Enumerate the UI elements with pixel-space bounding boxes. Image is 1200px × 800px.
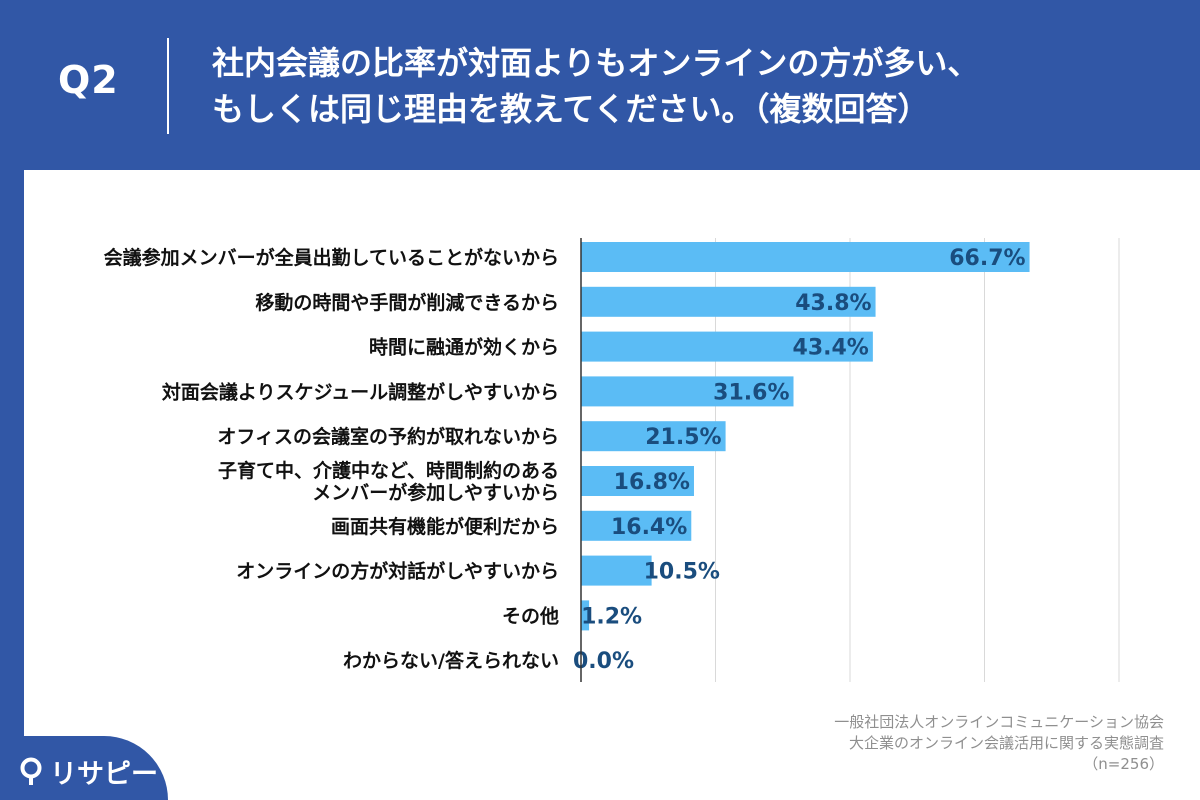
- category-label-8: その他: [502, 604, 559, 627]
- source-line-1: 一般社団法人オンラインコミュニケーション協会: [834, 713, 1164, 731]
- header-divider: [167, 38, 169, 134]
- category-label-2: 時間に融通が効くから: [369, 336, 559, 359]
- category-label-7: オンラインの方が対話がしやすいから: [236, 560, 559, 583]
- question-text: 社内会議の比率が対面よりもオンラインの方が多い、 もしくは同じ理由を教えてくださ…: [212, 44, 980, 128]
- value-label-3: 31.6%: [713, 380, 789, 405]
- source-note: 一般社団法人オンラインコミュニケーション協会 大企業のオンライン会議活用に関する…: [834, 712, 1164, 775]
- value-label-7: 10.5%: [644, 560, 720, 585]
- chart-panel: 会議参加メンバーが全員出勤していることがないから 66.7% 移動の時間や手間が削減…: [24, 170, 1200, 800]
- bar-3: [581, 376, 794, 407]
- value-label-6: 16.4%: [611, 515, 687, 540]
- value-label-9: 0.0%: [573, 649, 634, 674]
- bar-8: [581, 600, 590, 631]
- category-label-1: 移動の時間や手間が削減できるから: [255, 291, 559, 314]
- brand-name: リサピー: [50, 759, 158, 790]
- category-label-3: 対面会議よりスケジュール調整がしやすいから: [161, 380, 559, 403]
- category-label-5: 子育て中、介護中など、時間制約のあるメンバーが参加しやすいから: [218, 459, 559, 504]
- value-label-8: 1.2%: [581, 604, 642, 629]
- brand-logo: リサピー: [18, 752, 158, 791]
- header: Q2 社内会議の比率が対面よりもオンラインの方が多い、 もしくは同じ理由を教えて…: [0, 0, 1200, 170]
- bar-2: [581, 331, 873, 362]
- value-label-4: 21.5%: [645, 425, 721, 450]
- category-label-0: 会議参加メンバーが全員出勤していることがないから: [104, 246, 559, 269]
- brand-tab: [0, 736, 168, 800]
- bar-6: [581, 510, 692, 541]
- category-label-4: オフィスの会議室の予約が取れないから: [217, 425, 559, 448]
- bar-0: [581, 242, 1030, 272]
- bar-4: [581, 421, 726, 452]
- category-label-9: わからない/答えられない: [343, 649, 559, 672]
- value-label-1: 43.8%: [795, 291, 871, 316]
- value-label-0: 66.7%: [949, 246, 1025, 271]
- category-label-6: 画面共有機能が便利だから: [331, 515, 559, 538]
- bar-5: [581, 466, 694, 496]
- location-pin-icon: [20, 757, 42, 785]
- value-label-5: 16.8%: [614, 470, 690, 495]
- source-line-2: 大企業のオンライン会議活用に関する実態調査: [848, 734, 1164, 752]
- value-label-2: 43.4%: [793, 336, 869, 361]
- source-line-3: （n=256）: [1083, 755, 1164, 773]
- bar-1: [581, 286, 876, 317]
- bar-chart: 会議参加メンバーが全員出勤していることがないから 66.7% 移動の時間や手間が削減…: [104, 238, 1120, 682]
- bar-7: [581, 555, 652, 586]
- question-number: Q2: [58, 58, 119, 102]
